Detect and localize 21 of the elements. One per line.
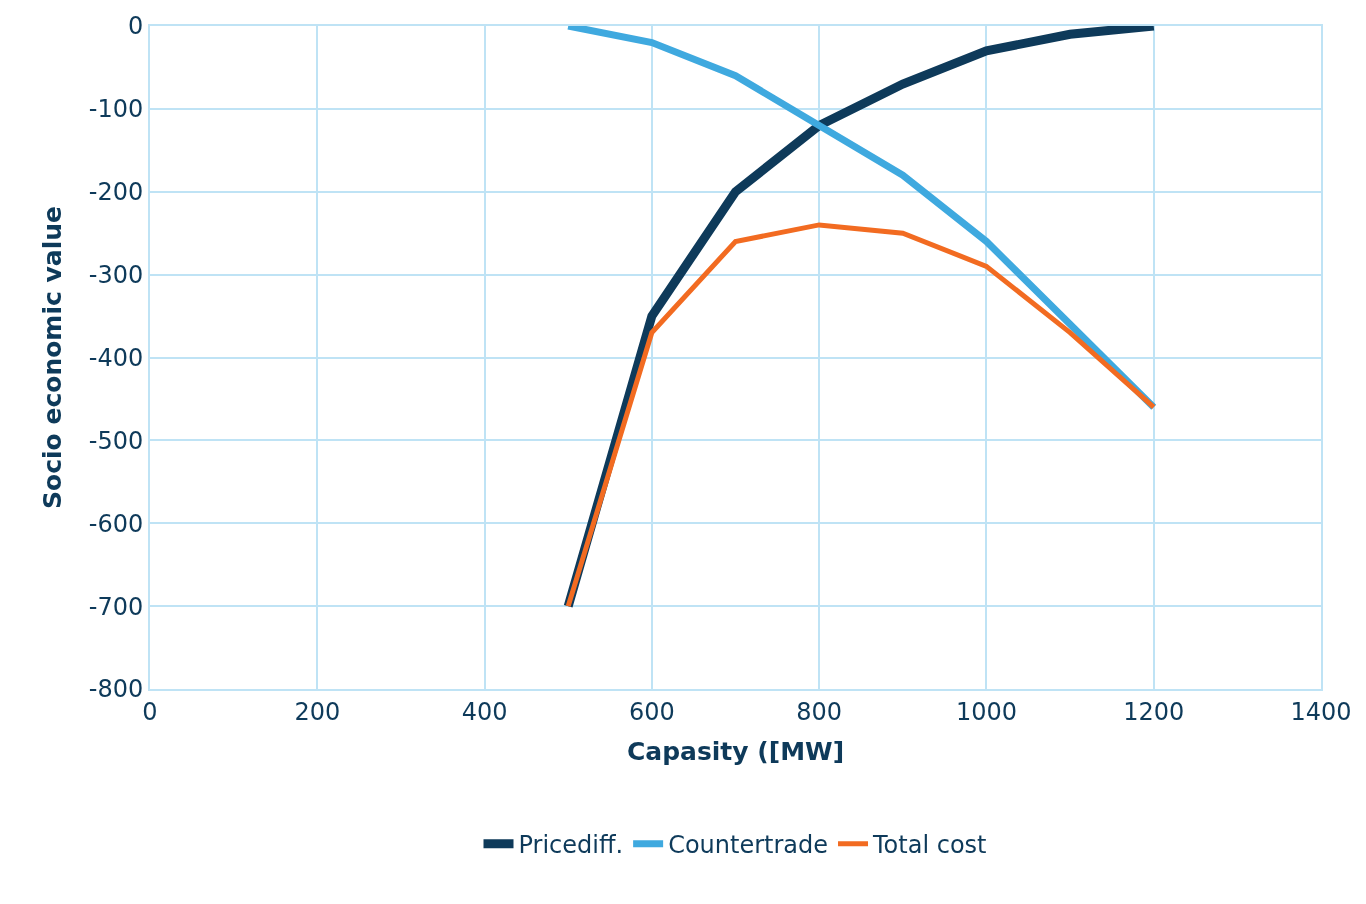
legend-label: Total cost [872,831,987,860]
x-tick-label: 1200 [1123,697,1185,726]
y-tick-label: -100 [88,95,144,124]
y-tick-label: 0 [127,12,144,41]
y-tick-label: -300 [88,261,144,290]
y-tick-label: -700 [88,592,144,621]
x-tick-label: 600 [628,697,675,726]
legend-label: Pricediff. [518,831,624,860]
x-tick-label: 1400 [1290,697,1352,726]
y-tick-label: -800 [88,675,144,704]
x-tick-label: 200 [294,697,341,726]
y-tick-label: -600 [88,509,144,538]
y-axis-title: Socio economic value [37,205,67,510]
y-tick-label: -200 [88,178,144,207]
y-tick-label: -400 [88,343,144,372]
x-tick-label: 400 [461,697,508,726]
y-tick-label: -500 [88,426,144,455]
x-tick-label: 1000 [955,697,1017,726]
legend-label: Countertrade [668,831,829,860]
x-tick-label: 800 [796,697,843,726]
x-axis-title: Capasity ([MW] [626,737,845,767]
